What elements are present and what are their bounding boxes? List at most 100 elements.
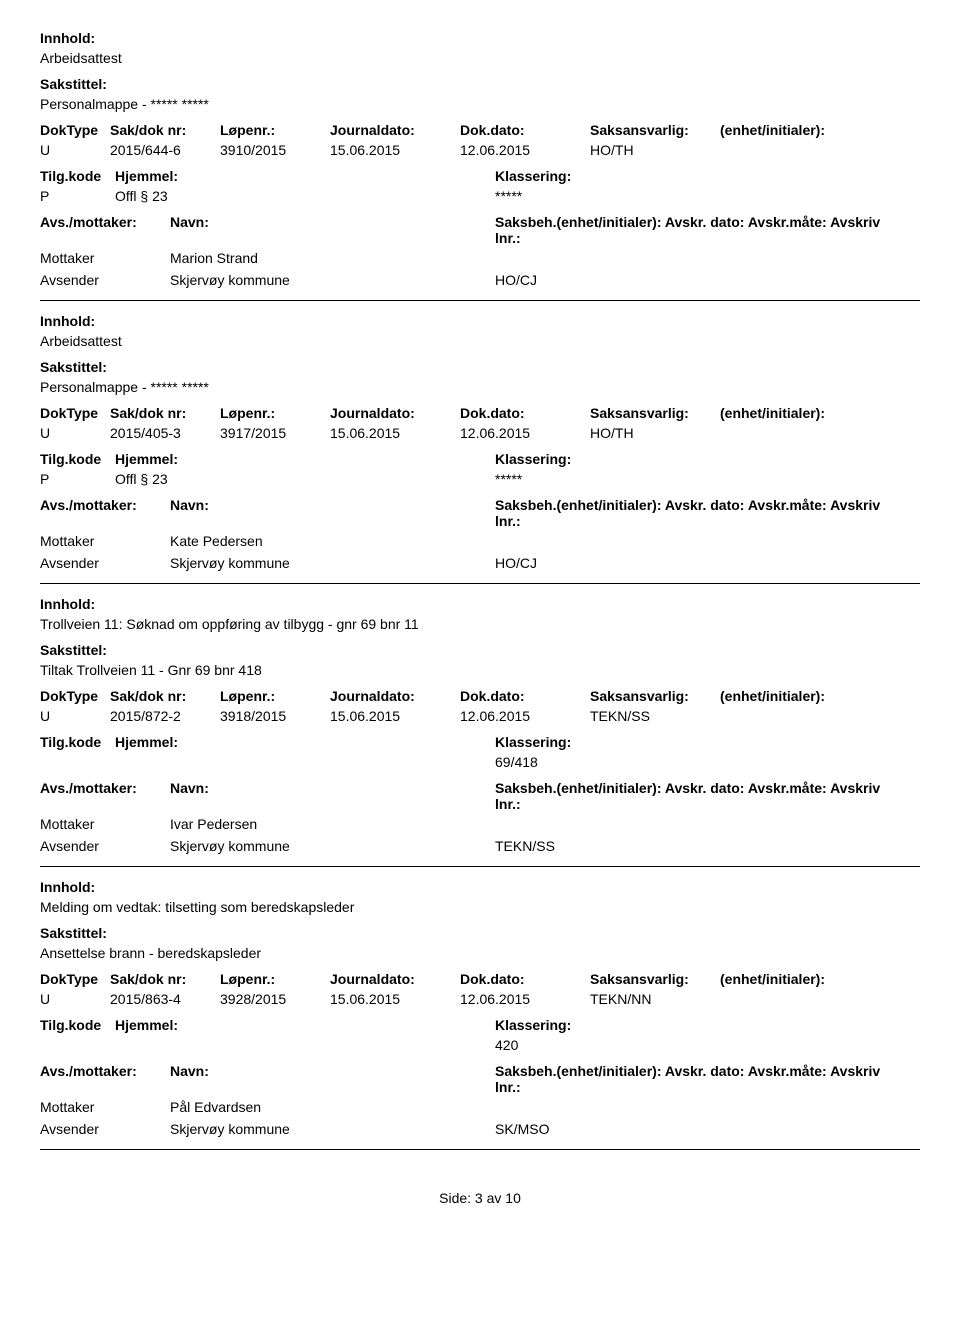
enhet-header: (enhet/initialer): <box>720 405 870 421</box>
klassering-value: 69/418 <box>495 754 895 770</box>
page-footer: Side: 3 av 10 <box>40 1190 920 1206</box>
mottaker-label: Mottaker <box>40 816 170 832</box>
avsender-row: Avsender Skjervøy kommune HO/CJ <box>40 555 920 571</box>
avs-header-row: Avs./mottaker: Navn: Saksbeh.(enhet/init… <box>40 214 920 246</box>
dokdato-header: Dok.dato: <box>460 688 590 704</box>
tilgkode-value: P <box>40 188 115 204</box>
saksansvarlig-header: Saksansvarlig: <box>590 122 720 138</box>
klassering-value: 420 <box>495 1037 895 1053</box>
innhold-label: Innhold: <box>40 313 920 329</box>
sakstittel-value: Personalmappe - ***** ***** <box>40 96 920 112</box>
mottaker-name: Ivar Pedersen <box>170 816 495 832</box>
avsmottaker-header: Avs./mottaker: <box>40 1063 170 1095</box>
mottaker-name: Marion Strand <box>170 250 495 266</box>
sakdok-header: Sak/dok nr: <box>110 971 220 987</box>
hjemmel-header: Hjemmel: <box>115 168 495 184</box>
navn-header: Navn: <box>170 497 495 529</box>
tilgkode-value: P <box>40 471 115 487</box>
sakdok-value: 2015/863-4 <box>110 991 220 1007</box>
saksbeh-header: Saksbeh.(enhet/initialer): Avskr. dato: … <box>495 780 895 812</box>
avsender-row: Avsender Skjervøy kommune HO/CJ <box>40 272 920 288</box>
document-record: Innhold: Arbeidsattest Sakstittel: Perso… <box>40 30 920 288</box>
enhet-value <box>720 991 870 1007</box>
klassering-header: Klassering: <box>495 1017 895 1033</box>
innhold-value: Arbeidsattest <box>40 333 920 349</box>
saksansvarlig-header: Saksansvarlig: <box>590 971 720 987</box>
tilgkode-header: Tilg.kode <box>40 1017 115 1033</box>
lopenr-value: 3918/2015 <box>220 708 330 724</box>
mottaker-code <box>495 1099 895 1115</box>
mottaker-row: Mottaker Ivar Pedersen <box>40 816 920 832</box>
doc-data-row: U 2015/405-3 3917/2015 15.06.2015 12.06.… <box>40 425 920 441</box>
doktype-value: U <box>40 425 110 441</box>
record-divider <box>40 300 920 301</box>
sakdok-header: Sak/dok nr: <box>110 688 220 704</box>
journaldato-value: 15.06.2015 <box>330 708 460 724</box>
doktype-header: DokType <box>40 122 110 138</box>
saksansvarlig-value: HO/TH <box>590 142 720 158</box>
enhet-header: (enhet/initialer): <box>720 122 870 138</box>
doktype-header: DokType <box>40 405 110 421</box>
avsender-code: SK/MSO <box>495 1121 895 1137</box>
mottaker-name: Pål Edvardsen <box>170 1099 495 1115</box>
tilgkode-value <box>40 1037 115 1053</box>
hjemmel-header: Hjemmel: <box>115 734 495 750</box>
saksansvarlig-value: HO/TH <box>590 425 720 441</box>
doktype-value: U <box>40 708 110 724</box>
avsender-code: TEKN/SS <box>495 838 895 854</box>
avsender-name: Skjervøy kommune <box>170 838 495 854</box>
avs-header-row: Avs./mottaker: Navn: Saksbeh.(enhet/init… <box>40 497 920 529</box>
avsmottaker-header: Avs./mottaker: <box>40 780 170 812</box>
doc-data-row: U 2015/863-4 3928/2015 15.06.2015 12.06.… <box>40 991 920 1007</box>
innhold-label: Innhold: <box>40 596 920 612</box>
dokdato-value: 12.06.2015 <box>460 142 590 158</box>
avsender-code: HO/CJ <box>495 272 895 288</box>
avsender-label: Avsender <box>40 838 170 854</box>
dokdato-header: Dok.dato: <box>460 122 590 138</box>
lopenr-value: 3910/2015 <box>220 142 330 158</box>
avsender-label: Avsender <box>40 555 170 571</box>
mottaker-row: Mottaker Kate Pedersen <box>40 533 920 549</box>
saksansvarlig-value: TEKN/NN <box>590 991 720 1007</box>
sakdok-header: Sak/dok nr: <box>110 405 220 421</box>
hjemmel-value <box>115 754 495 770</box>
sakstittel-label: Sakstittel: <box>40 359 920 375</box>
lopenr-value: 3928/2015 <box>220 991 330 1007</box>
doktype-header: DokType <box>40 971 110 987</box>
navn-header: Navn: <box>170 780 495 812</box>
dokdato-header: Dok.dato: <box>460 971 590 987</box>
avsmottaker-header: Avs./mottaker: <box>40 214 170 246</box>
dokdato-header: Dok.dato: <box>460 405 590 421</box>
lopenr-value: 3917/2015 <box>220 425 330 441</box>
saksansvarlig-header: Saksansvarlig: <box>590 688 720 704</box>
klassering-header: Klassering: <box>495 168 895 184</box>
avsender-label: Avsender <box>40 1121 170 1137</box>
avsender-row: Avsender Skjervøy kommune SK/MSO <box>40 1121 920 1137</box>
journaldato-header: Journaldato: <box>330 971 460 987</box>
enhet-value <box>720 425 870 441</box>
sakstittel-label: Sakstittel: <box>40 925 920 941</box>
journaldato-value: 15.06.2015 <box>330 991 460 1007</box>
doc-header-row: DokType Sak/dok nr: Løpenr.: Journaldato… <box>40 122 920 138</box>
sakdok-value: 2015/872-2 <box>110 708 220 724</box>
doc-header-row: DokType Sak/dok nr: Løpenr.: Journaldato… <box>40 688 920 704</box>
hjemmel-value <box>115 1037 495 1053</box>
hjemmel-data-row: 69/418 <box>40 754 920 770</box>
avsender-row: Avsender Skjervøy kommune TEKN/SS <box>40 838 920 854</box>
mottaker-code <box>495 533 895 549</box>
mottaker-label: Mottaker <box>40 533 170 549</box>
sakstittel-value: Ansettelse brann - beredskapsleder <box>40 945 920 961</box>
lopenr-header: Løpenr.: <box>220 122 330 138</box>
hjemmel-data-row: 420 <box>40 1037 920 1053</box>
saksbeh-header: Saksbeh.(enhet/initialer): Avskr. dato: … <box>495 1063 895 1095</box>
journaldato-header: Journaldato: <box>330 688 460 704</box>
mottaker-code <box>495 816 895 832</box>
hjemmel-value: Offl § 23 <box>115 188 495 204</box>
innhold-value: Trollveien 11: Søknad om oppføring av ti… <box>40 616 920 632</box>
avs-header-row: Avs./mottaker: Navn: Saksbeh.(enhet/init… <box>40 1063 920 1095</box>
klassering-header: Klassering: <box>495 451 895 467</box>
enhet-value <box>720 142 870 158</box>
enhet-header: (enhet/initialer): <box>720 971 870 987</box>
lopenr-header: Løpenr.: <box>220 405 330 421</box>
journaldato-value: 15.06.2015 <box>330 142 460 158</box>
